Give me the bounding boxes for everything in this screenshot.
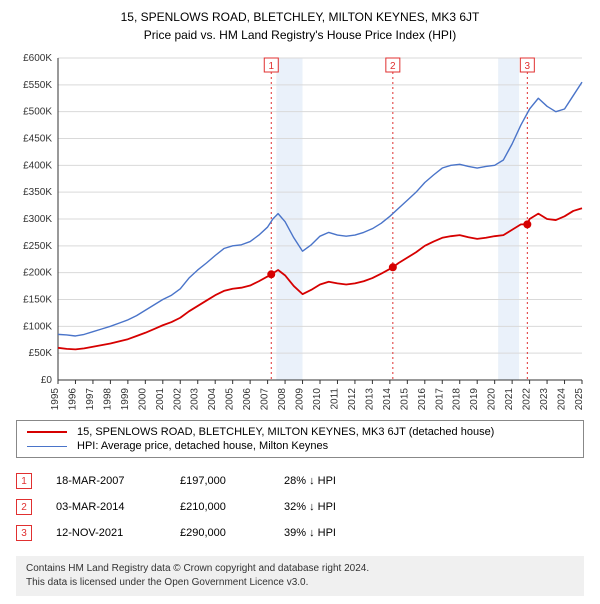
svg-text:1997: 1997 (85, 388, 96, 410)
svg-text:2020: 2020 (487, 388, 498, 410)
svg-text:2018: 2018 (452, 388, 463, 410)
svg-text:£400K: £400K (23, 160, 52, 171)
svg-text:2009: 2009 (295, 388, 306, 410)
svg-text:1995: 1995 (50, 388, 61, 410)
svg-text:£600K: £600K (23, 53, 52, 64)
svg-text:2002: 2002 (172, 388, 183, 410)
svg-text:2019: 2019 (469, 388, 480, 410)
transaction-hpi-delta: 28% ↓ HPI (284, 475, 374, 487)
svg-text:2014: 2014 (382, 388, 393, 410)
transaction-price: £210,000 (180, 501, 260, 513)
transaction-price: £290,000 (180, 527, 260, 539)
transactions-table: 1 18-MAR-2007 £197,000 28% ↓ HPI 2 03-MAR-201… (16, 468, 584, 546)
footer-attribution: Contains HM Land Registry data © Crown c… (16, 556, 584, 596)
svg-text:2025: 2025 (574, 388, 585, 410)
svg-text:2013: 2013 (364, 388, 375, 410)
transaction-badge: 2 (16, 499, 32, 515)
svg-text:2023: 2023 (539, 388, 550, 410)
title-line2: Price paid vs. HM Land Registry's House … (10, 26, 590, 44)
legend-swatch (27, 431, 67, 433)
svg-text:1999: 1999 (120, 388, 131, 410)
svg-text:2024: 2024 (557, 388, 568, 410)
transaction-badge: 1 (16, 473, 32, 489)
svg-text:2: 2 (390, 61, 396, 72)
svg-text:2001: 2001 (155, 388, 166, 410)
price-chart: £0 £50K £100K £150K £200K £250K £300K £350K £400… (10, 50, 590, 410)
legend-swatch (27, 446, 67, 447)
svg-text:1998: 1998 (102, 388, 113, 410)
svg-text:£150K: £150K (23, 295, 52, 306)
svg-text:2011: 2011 (329, 388, 340, 410)
svg-text:2012: 2012 (347, 388, 358, 410)
transaction-date: 03-MAR-2014 (56, 501, 156, 513)
footer-line2: This data is licensed under the Open Gov… (26, 576, 574, 590)
legend-item: 15, SPENLOWS ROAD, BLETCHLEY, MILTON KEY… (27, 425, 573, 439)
svg-text:2017: 2017 (434, 388, 445, 410)
transaction-hpi-delta: 32% ↓ HPI (284, 501, 374, 513)
svg-text:£300K: £300K (23, 214, 52, 225)
svg-text:£50K: £50K (29, 348, 53, 359)
svg-text:2003: 2003 (190, 388, 201, 410)
svg-text:2006: 2006 (242, 388, 253, 410)
svg-text:2004: 2004 (207, 388, 218, 410)
svg-text:2008: 2008 (277, 388, 288, 410)
svg-text:£550K: £550K (23, 80, 52, 91)
svg-text:2007: 2007 (260, 388, 271, 410)
svg-text:1996: 1996 (67, 388, 78, 410)
svg-text:£350K: £350K (23, 187, 52, 198)
svg-text:£500K: £500K (23, 107, 52, 118)
title-line1: 15, SPENLOWS ROAD, BLETCHLEY, MILTON KEY… (10, 8, 590, 26)
svg-text:2015: 2015 (399, 388, 410, 410)
legend-label: HPI: Average price, detached house, Milt… (77, 440, 328, 452)
transaction-badge: 3 (16, 525, 32, 541)
svg-text:£200K: £200K (23, 268, 52, 279)
title-block: 15, SPENLOWS ROAD, BLETCHLEY, MILTON KEY… (10, 8, 590, 44)
svg-text:2021: 2021 (504, 388, 515, 410)
chart-svg: £0 £50K £100K £150K £200K £250K £300K £350K £400… (10, 50, 590, 410)
chart-container: 15, SPENLOWS ROAD, BLETCHLEY, MILTON KEY… (0, 0, 600, 604)
transaction-date: 12-NOV-2021 (56, 527, 156, 539)
svg-text:2010: 2010 (312, 388, 323, 410)
transaction-row: 2 03-MAR-2014 £210,000 32% ↓ HPI (16, 494, 584, 520)
legend-box: 15, SPENLOWS ROAD, BLETCHLEY, MILTON KEY… (16, 420, 584, 458)
svg-text:2022: 2022 (522, 388, 533, 410)
legend-label: 15, SPENLOWS ROAD, BLETCHLEY, MILTON KEY… (77, 426, 494, 438)
svg-text:2000: 2000 (137, 388, 148, 410)
svg-text:2005: 2005 (225, 388, 236, 410)
legend-item: HPI: Average price, detached house, Milt… (27, 439, 573, 453)
svg-text:£250K: £250K (23, 241, 52, 252)
footer-line1: Contains HM Land Registry data © Crown c… (26, 562, 574, 576)
svg-text:3: 3 (525, 61, 531, 72)
transaction-hpi-delta: 39% ↓ HPI (284, 527, 374, 539)
svg-text:£0: £0 (41, 375, 53, 386)
transaction-row: 3 12-NOV-2021 £290,000 39% ↓ HPI (16, 520, 584, 546)
transaction-price: £197,000 (180, 475, 260, 487)
svg-text:2016: 2016 (417, 388, 428, 410)
svg-text:£100K: £100K (23, 321, 52, 332)
transaction-date: 18-MAR-2007 (56, 475, 156, 487)
svg-text:1: 1 (268, 61, 274, 72)
transaction-row: 1 18-MAR-2007 £197,000 28% ↓ HPI (16, 468, 584, 494)
svg-text:£450K: £450K (23, 134, 52, 145)
